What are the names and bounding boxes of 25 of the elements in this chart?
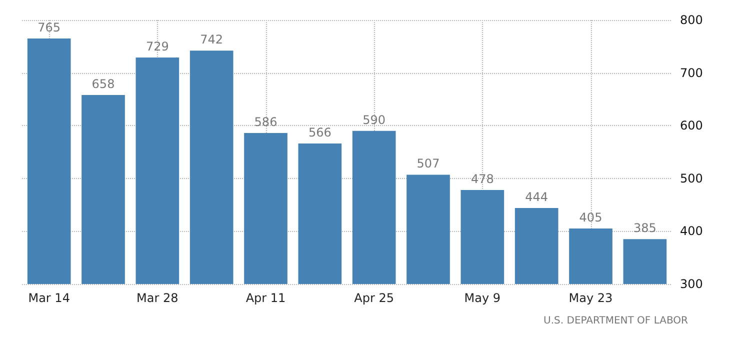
y-tick-label: 300 — [680, 277, 703, 291]
x-tick-label: May 23 — [568, 291, 613, 305]
y-tick-label: 600 — [680, 118, 703, 133]
y-tick-label: 400 — [680, 224, 703, 238]
text: U.S. DEPARTMENT OF LABOR — [544, 316, 688, 326]
data-label: 586 — [254, 114, 278, 129]
data-label: 385 — [633, 221, 656, 236]
y-tick-label: 800 — [680, 13, 703, 27]
data-label: 566 — [308, 126, 332, 140]
data-label: 405 — [579, 210, 602, 225]
x-tick-label: Apr 11 — [246, 291, 286, 305]
x-tick-label: Apr 25 — [354, 291, 394, 305]
y-tick-label: 500 — [680, 171, 703, 186]
data-label: 590 — [362, 112, 386, 127]
data-label: 658 — [92, 76, 115, 91]
data-label: 478 — [470, 172, 494, 186]
data-label: 742 — [200, 32, 224, 47]
x-tick-label: Mar 28 — [136, 291, 178, 305]
x-tick-label: May 9 — [464, 291, 501, 305]
data-label: 765 — [38, 20, 61, 34]
data-label: 729 — [146, 39, 169, 54]
x-tick-label: Mar 14 — [28, 291, 70, 305]
data-label: 507 — [416, 156, 440, 171]
y-tick-label: 700 — [680, 66, 703, 80]
data-label: 444 — [525, 190, 548, 204]
